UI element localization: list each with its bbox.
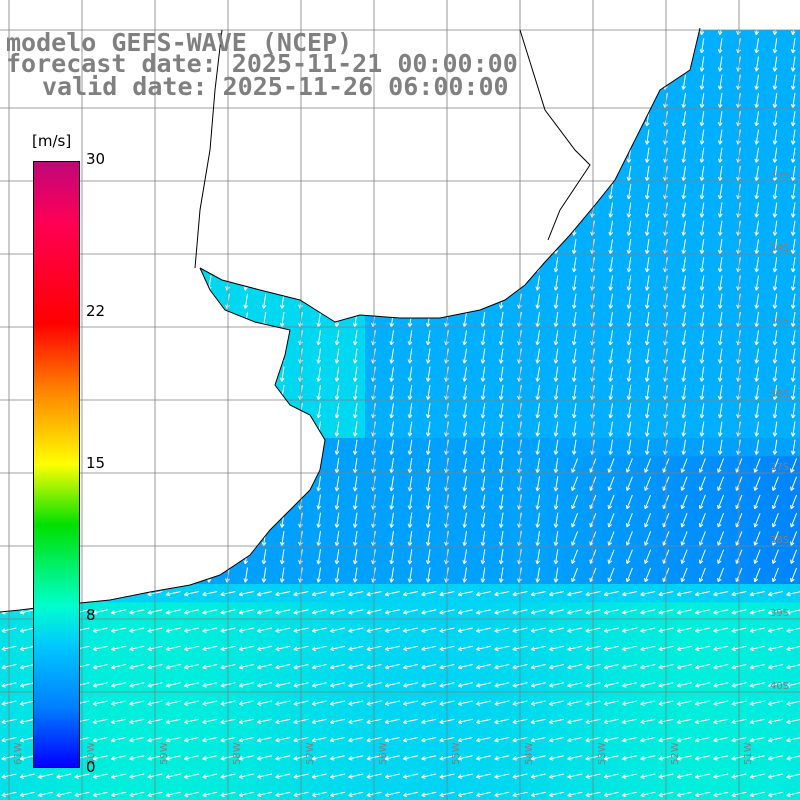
lat-label: 35S — [770, 316, 789, 327]
lon-label: 57W — [305, 742, 316, 765]
colorbar-tick-30: 30 — [86, 150, 106, 168]
wind-cell — [784, 255, 800, 275]
wind-cell — [784, 346, 800, 366]
wind-cell — [784, 73, 800, 92]
lon-label: 59W — [159, 742, 170, 765]
wind-cell — [784, 182, 800, 202]
lon-label: 58W — [232, 742, 243, 765]
north-east-land — [700, 0, 800, 30]
wind-cell — [784, 200, 800, 220]
lon-label: 61W — [13, 742, 24, 765]
lon-label: 55W — [451, 742, 462, 765]
lat-label: 39S — [770, 608, 789, 619]
wind-cell — [784, 36, 800, 56]
wind-cell — [784, 383, 800, 403]
colorbar-tick-0: 0 — [86, 758, 96, 776]
colorbar-tick-15: 15 — [86, 454, 106, 472]
lat-label: 37S — [770, 462, 789, 473]
wind-cell — [784, 328, 800, 348]
wind-cell — [784, 109, 800, 129]
lat-label: 36S — [770, 389, 789, 400]
wind-cell — [784, 219, 800, 238]
colorbar — [33, 161, 80, 768]
wind-cell — [784, 54, 800, 74]
lon-label: 54W — [524, 742, 535, 765]
lon-label: 51W — [743, 742, 754, 765]
lat-label: 40S — [770, 681, 789, 692]
wind-cell — [784, 438, 800, 457]
lon-label: 52W — [670, 742, 681, 765]
wind-cell — [784, 91, 800, 111]
wind-cell — [784, 401, 800, 421]
wind-cell — [784, 474, 800, 494]
wind-cell — [784, 511, 800, 530]
lon-label: 56W — [378, 742, 389, 765]
map-title-valid-date: valid date: 2025-11-26 06:00:00 — [42, 72, 509, 101]
colorbar-unit: [m/s] — [32, 132, 72, 150]
wind-cell — [784, 127, 800, 147]
wind-cell — [784, 419, 800, 439]
wind-cell — [784, 456, 800, 476]
wind-cell — [784, 273, 800, 293]
colorbar-tick-8: 8 — [86, 606, 96, 624]
lat-label: 34S — [770, 243, 789, 254]
wind-cell — [784, 237, 800, 257]
wind-cell — [784, 365, 800, 384]
wind-cell — [784, 310, 800, 330]
lat-label: 38S — [770, 535, 789, 546]
wind-cell — [784, 547, 800, 567]
wind-cell — [784, 529, 800, 549]
wind-cell — [784, 164, 800, 184]
wind-cell — [784, 565, 800, 585]
lon-label: 53W — [597, 742, 608, 765]
wind-cell — [784, 292, 800, 311]
wind-cell — [784, 784, 800, 800]
wind-cell — [784, 146, 800, 165]
wind-cell — [784, 492, 800, 512]
lat-label: 33S — [770, 170, 789, 181]
colorbar-tick-22: 22 — [86, 302, 106, 320]
